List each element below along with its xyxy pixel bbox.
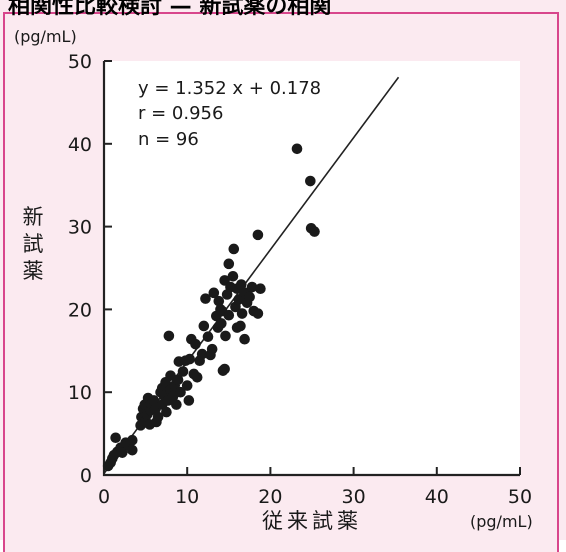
data-point xyxy=(175,386,186,398)
figure-title-fragment: 相関性比較検討 — 新試薬の相関 xyxy=(8,0,332,19)
data-point xyxy=(252,229,264,241)
x-tick-label: 50 xyxy=(508,486,532,508)
data-point xyxy=(244,291,255,303)
y-tick-label: 0 xyxy=(80,465,92,487)
data-point xyxy=(163,330,175,342)
data-point xyxy=(110,432,121,444)
y-tick-label: 40 xyxy=(68,134,92,156)
data-point xyxy=(309,226,320,237)
data-point xyxy=(126,444,138,456)
data-point xyxy=(239,333,250,345)
data-point xyxy=(291,143,303,155)
data-point xyxy=(126,434,138,446)
correlation-coefficient: r = 0.956 xyxy=(138,103,223,124)
y-tick-label: 30 xyxy=(68,217,92,239)
data-point xyxy=(252,308,264,319)
x-unit-label: (pg/mL) xyxy=(470,512,533,531)
data-point xyxy=(190,338,201,350)
y-tick-label: 50 xyxy=(68,51,92,73)
data-point xyxy=(219,363,230,375)
y-unit-label: (pg/mL) xyxy=(14,27,77,46)
data-point xyxy=(177,366,189,377)
data-point xyxy=(216,318,227,329)
data-point xyxy=(184,353,195,365)
data-point xyxy=(213,295,225,307)
axis-tick-labels: 0 10 20 30 40 50 0 10 20 30 40 50 xyxy=(68,51,532,508)
data-point xyxy=(255,283,266,295)
data-point xyxy=(172,374,184,386)
x-tick-label: 20 xyxy=(258,486,282,508)
data-point xyxy=(236,308,248,319)
regression-equation: y = 1.352 x + 0.178 xyxy=(138,78,321,99)
x-tick-label: 40 xyxy=(425,486,449,508)
data-point xyxy=(200,293,211,304)
y-tick-label: 10 xyxy=(68,382,92,404)
x-tick-label: 30 xyxy=(342,486,366,508)
data-point xyxy=(305,175,316,187)
y-axis-title: 新試薬 xyxy=(20,206,44,287)
x-tick-label: 0 xyxy=(98,486,110,508)
data-point xyxy=(183,395,195,406)
y-tick-label: 20 xyxy=(68,299,92,321)
data-point xyxy=(202,331,214,343)
data-point xyxy=(161,406,172,418)
data-points xyxy=(102,143,320,472)
data-point xyxy=(191,371,203,383)
data-point xyxy=(223,258,235,270)
data-point xyxy=(117,447,128,458)
data-point xyxy=(235,320,246,332)
data-point xyxy=(171,399,182,410)
data-point xyxy=(152,411,164,423)
data-point xyxy=(220,330,231,342)
sample-count: n = 96 xyxy=(138,129,199,150)
data-point xyxy=(227,270,239,282)
axis-ticks xyxy=(103,60,521,476)
data-point xyxy=(196,348,208,360)
data-point xyxy=(148,395,160,406)
data-point xyxy=(181,380,193,391)
data-point xyxy=(206,343,218,355)
data-point xyxy=(246,281,258,293)
scatter-chart: 0 10 20 30 40 50 0 10 20 30 40 50 (pg/mL) (pg/mL) 従… xyxy=(14,27,533,533)
x-tick-label: 10 xyxy=(175,486,199,508)
x-axis-title: 従来試薬 xyxy=(262,509,362,533)
data-point xyxy=(198,320,210,332)
data-point xyxy=(235,279,247,290)
data-point xyxy=(228,243,240,255)
data-point xyxy=(223,309,235,321)
data-point xyxy=(208,287,220,299)
